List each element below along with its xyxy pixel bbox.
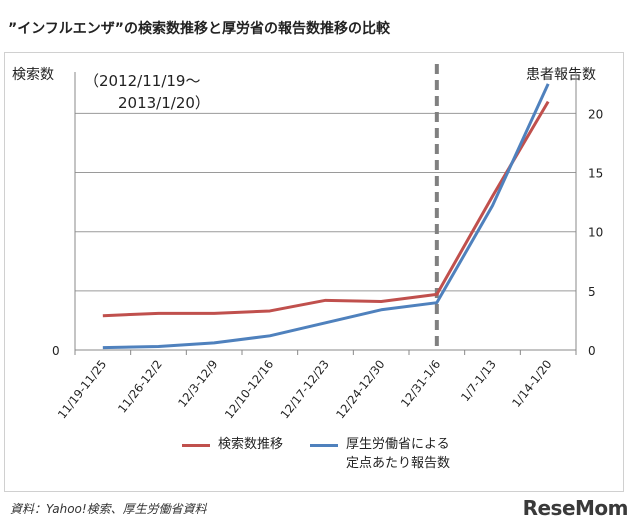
x-tick-label: 12/24-12/30 xyxy=(333,357,387,421)
right-tick-label: 15 xyxy=(588,167,603,181)
right-tick-label: 20 xyxy=(588,107,603,121)
chart-frame xyxy=(4,52,624,492)
series-line-reports xyxy=(102,83,550,350)
x-tick-label: 11/26-12/2 xyxy=(115,357,165,415)
legend-swatch-reports xyxy=(310,444,338,447)
series-line-search xyxy=(102,100,550,318)
right-tick-label: 0 xyxy=(588,344,596,358)
x-tick-label: 12/10-12/16 xyxy=(222,357,276,421)
legend-label-reports-line2: 定点あたり報告数 xyxy=(346,456,451,471)
chart-title: ”インフルエンザ”の検索数推移と厚労省の報告数推移の比較 xyxy=(8,21,390,37)
legend-label-search: 検索数推移 xyxy=(218,437,284,452)
source-note: 資料：Yahoo!検索、厚生労働省資料 xyxy=(10,502,207,516)
legend-swatch-search xyxy=(182,444,210,447)
period-annotation: （2012/11/19〜 2013/1/20） xyxy=(84,70,210,114)
period-end: 2013/1/20） xyxy=(118,94,210,112)
x-tick-label: 1/7-1/13 xyxy=(458,357,499,404)
right-tick-label: 10 xyxy=(588,226,603,240)
right-tick-label: 5 xyxy=(588,285,596,299)
legend-item-reports: 厚生労働省による 定点あたり報告数 xyxy=(310,435,450,473)
legend-label-reports-line1: 厚生労働省による xyxy=(346,437,450,452)
right-axis-label: 患者報告数 xyxy=(526,67,596,83)
x-tick-label: 1/14-1/20 xyxy=(509,357,554,410)
left-tick-label: 0 xyxy=(52,344,60,358)
x-tick-label: 12/31-1/6 xyxy=(398,357,443,410)
left-axis-label: 検索数 xyxy=(12,67,54,83)
x-tick-label: 11/19-11/25 xyxy=(55,357,109,421)
period-start: （2012/11/19〜 xyxy=(84,72,201,90)
x-tick-label: 12/17-12/23 xyxy=(277,357,331,421)
legend-label-reports: 厚生労働省による 定点あたり報告数 xyxy=(346,435,450,473)
resemom-logo: ReseMom xyxy=(522,496,629,520)
legend-item-search: 検索数推移 xyxy=(182,435,283,454)
x-tick-label: 12/3-12/9 xyxy=(175,357,220,410)
